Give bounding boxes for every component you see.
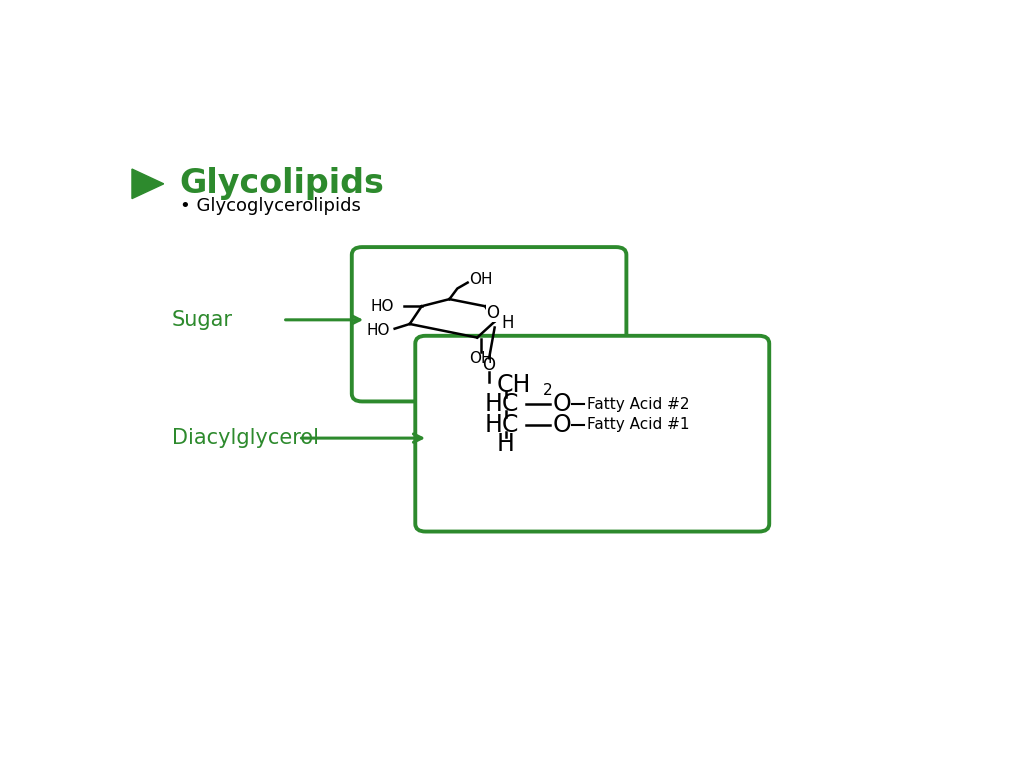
Text: OH: OH (469, 351, 493, 366)
Text: HC: HC (485, 392, 519, 416)
Text: Fatty Acid #1: Fatty Acid #1 (587, 417, 689, 432)
Text: O: O (553, 392, 571, 416)
Polygon shape (132, 169, 164, 199)
Text: O: O (553, 412, 571, 436)
Text: CH: CH (497, 373, 531, 397)
Text: O: O (485, 303, 499, 322)
FancyBboxPatch shape (416, 336, 769, 531)
Text: H: H (497, 432, 515, 456)
Text: HO: HO (367, 323, 390, 338)
Text: H: H (501, 314, 513, 332)
Text: • Glycoglycerolipids: • Glycoglycerolipids (179, 197, 360, 215)
Text: Fatty Acid #2: Fatty Acid #2 (587, 397, 689, 412)
Text: Glycolipids: Glycolipids (179, 167, 384, 200)
Text: HC: HC (485, 412, 519, 436)
Text: 2: 2 (543, 383, 553, 399)
Text: OH: OH (469, 272, 493, 287)
FancyBboxPatch shape (352, 247, 627, 402)
Text: O: O (482, 356, 496, 374)
Text: Diacylglycerol: Diacylglycerol (172, 428, 318, 448)
Text: Sugar: Sugar (172, 310, 232, 329)
Text: HO: HO (371, 299, 393, 314)
